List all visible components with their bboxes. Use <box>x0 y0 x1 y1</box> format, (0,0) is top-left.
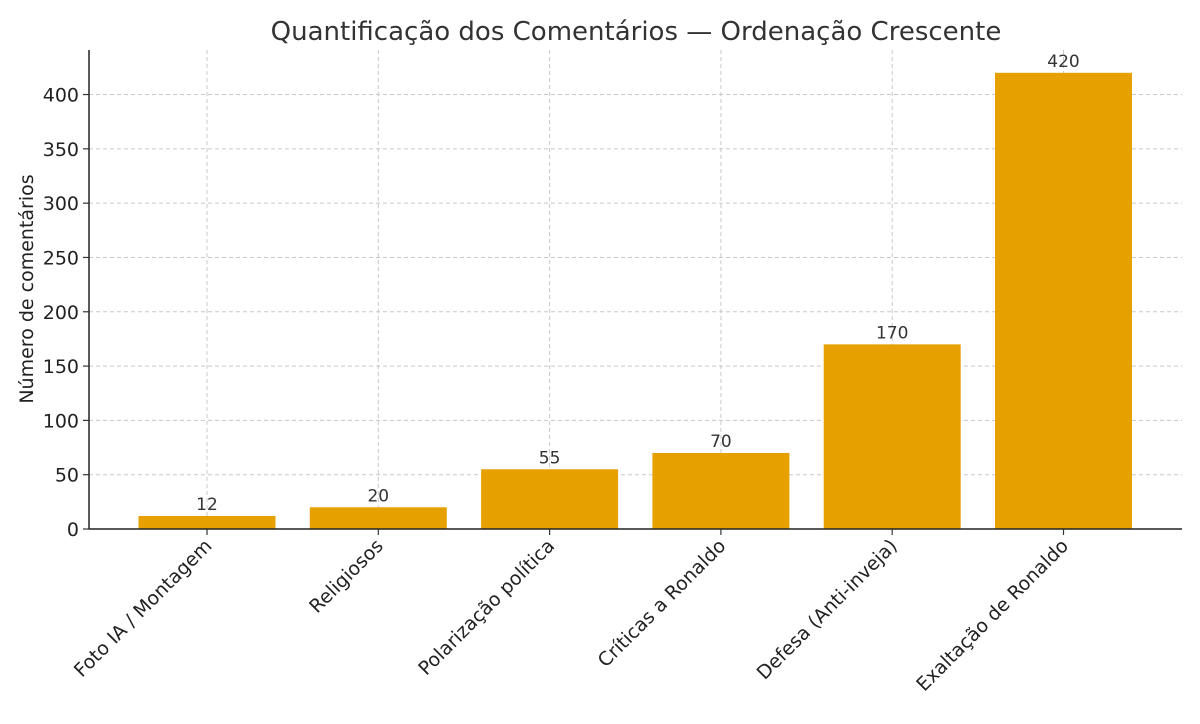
y-tick-label: 0 <box>67 519 79 541</box>
y-tick-label: 200 <box>43 302 79 324</box>
data-label: 55 <box>539 448 561 468</box>
x-tick-label: Críticas a Ronaldo <box>594 535 731 672</box>
data-label: 20 <box>367 486 389 506</box>
chart-title: Quantificação dos Comentários — Ordenaçã… <box>271 17 1002 47</box>
x-tick-label: Defesa (Anti-inveja) <box>753 535 902 684</box>
y-tick-labels: 0 50 100 150 200 250 300 350 400 <box>43 85 89 541</box>
axes <box>88 50 1182 530</box>
y-axis-title: Número de comentários <box>16 174 38 403</box>
bar <box>995 72 1132 530</box>
y-tick-label: 300 <box>43 193 79 215</box>
data-label: 170 <box>876 323 908 343</box>
y-tick-label: 250 <box>43 247 79 269</box>
bar <box>138 515 276 529</box>
x-tick-label: Foto IA / Montagem <box>70 535 217 682</box>
data-labels: 12 20 55 70 170 420 <box>196 52 1080 515</box>
y-tick-label: 50 <box>55 465 79 487</box>
bars <box>138 72 1132 530</box>
bar <box>823 344 961 529</box>
x-tick-label: Polarização política <box>414 535 559 680</box>
data-label: 420 <box>1047 52 1079 72</box>
x-tick-labels: Foto IA / Montagem Religiosos Polarização … <box>70 529 1073 696</box>
data-label: 70 <box>710 432 732 452</box>
y-tick-label: 350 <box>43 139 79 161</box>
bar <box>652 452 790 529</box>
bar <box>481 469 619 529</box>
y-tick-label: 150 <box>43 356 79 378</box>
data-label: 12 <box>196 495 218 515</box>
y-tick-label: 400 <box>43 85 79 107</box>
bar <box>309 507 447 529</box>
y-tick-label: 100 <box>43 410 79 432</box>
x-tick-label: Religiosos <box>305 535 388 618</box>
x-tick-label: Exaltação de Ronaldo <box>912 535 1073 696</box>
